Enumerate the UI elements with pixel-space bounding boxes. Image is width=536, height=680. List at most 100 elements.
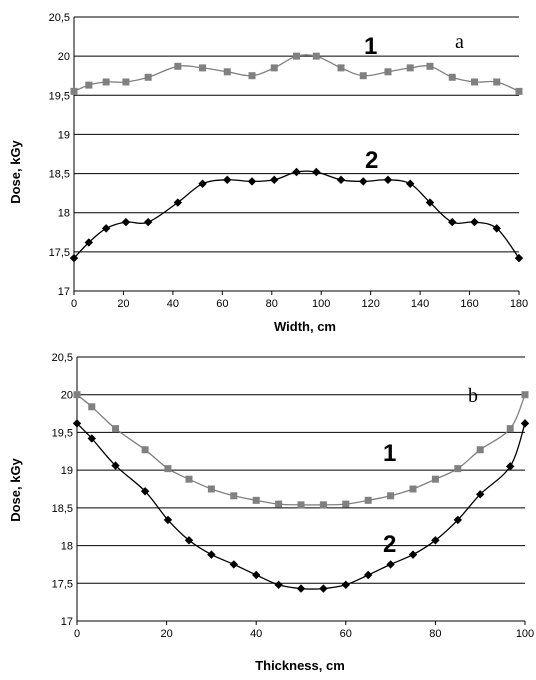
- panel-a-y-tick-label: 17: [58, 286, 70, 298]
- panel-b-series-2-point: [111, 461, 120, 470]
- panel-b-x-tick-label: 60: [340, 628, 352, 640]
- panel-a-series-2-point: [514, 253, 524, 263]
- panel-b-series-1-point: [387, 492, 395, 500]
- panel-a-series-1-point: [426, 62, 434, 70]
- panel-b-series-2-point: [476, 490, 485, 499]
- panel-a-series-1-point: [85, 81, 93, 89]
- panel-b-y-tick-label: 19,5: [52, 427, 73, 439]
- panel-a-series-2-point: [359, 177, 368, 186]
- panel-a-y-tick-label: 18: [58, 208, 70, 220]
- panel-a-series-1-point: [337, 64, 345, 72]
- panel-b-series-1-label: 1: [383, 440, 396, 467]
- panel-b-y-tick-label: 20: [61, 390, 73, 402]
- panel-a-series-2-point: [121, 217, 131, 227]
- panel-a-series-2-point: [223, 175, 232, 185]
- panel-b-chart: 17 17,5 18 18,5 19 19,5 20 20,5 0 20 40 60 80 100 Th…: [8, 352, 534, 673]
- panel-a-series-2-point: [448, 217, 457, 227]
- panel-a-series-2-point: [406, 179, 415, 188]
- panel-a-x-ticks: 0 20 40 60 80 100 120 140 160 180: [71, 298, 528, 310]
- panel-b-series-2-point: [431, 536, 440, 545]
- panel-b-y-tick-label: 20,5: [52, 352, 73, 364]
- panel-a-y-axis-title: Dose, kGy: [8, 139, 23, 203]
- panel-b-series-1-point: [319, 501, 327, 509]
- panel-a-y-tick-label: 20: [58, 51, 70, 63]
- panel-b-x-tick-label: 20: [160, 628, 172, 640]
- panel-a-series-2-point: [312, 167, 321, 177]
- panel-a-series-1-point: [293, 52, 300, 60]
- panel-b-series-2-point: [207, 550, 216, 559]
- panel-b-x-tick-label: 100: [516, 628, 534, 640]
- panel-b-series-1-point: [506, 425, 514, 433]
- panel-b-series-1-point: [141, 446, 149, 454]
- panel-a-series-1-point: [122, 78, 130, 86]
- panel-b-axes: [76, 357, 526, 625]
- panel-a-series-1-point: [448, 73, 456, 81]
- panel-b-series-1-point: [275, 500, 283, 508]
- panel-b-series-2-point: [140, 487, 150, 496]
- panel-a-x-tick-label: 180: [510, 298, 528, 310]
- panel-b-series: [72, 391, 530, 593]
- panel-a-series-1-point: [174, 62, 182, 70]
- panel-a-y-tick-label: 19,5: [49, 90, 70, 102]
- panel-a-series-1-point: [70, 87, 78, 95]
- panel-a-series-1-point: [359, 72, 367, 80]
- panel-b-y-tick-label: 18,5: [52, 503, 73, 515]
- panel-b-series-2-point: [184, 536, 194, 545]
- panel-a-grid: [74, 16, 519, 292]
- panel-b-series-2-point: [506, 462, 515, 471]
- panel-a-y-tick-label: 17,5: [49, 247, 70, 259]
- panel-b-series-2-point: [453, 515, 462, 525]
- panel-a-series-2-point: [270, 175, 279, 185]
- panel-a-series-1-point: [144, 73, 152, 81]
- panel-b-label: b: [468, 385, 478, 407]
- panel-b-series-1-point: [252, 496, 260, 504]
- panel-b-series-2-point: [364, 570, 373, 580]
- panel-b-series-1-point: [409, 485, 417, 493]
- panel-a-series-2-point: [247, 177, 257, 186]
- panel-b-series-2-point: [252, 570, 261, 580]
- panel-b-y-tick-label: 17,5: [52, 578, 73, 590]
- panel-b-series-2-point: [341, 580, 350, 589]
- panel-b-y-tick-label: 19: [61, 465, 73, 477]
- panel-a-series-2-point: [292, 167, 301, 177]
- panel-b-series-1-point: [230, 492, 238, 500]
- panel-a-series-2-point: [470, 217, 479, 227]
- panel-b-series-1-point: [454, 465, 462, 473]
- panel-a-series-2-point: [383, 175, 393, 185]
- panel-a-x-tick-label: 120: [361, 298, 379, 310]
- panel-b-series-1-point: [207, 485, 215, 493]
- panel-b-x-ticks: 0 20 40 60 80 100: [74, 628, 534, 640]
- panel-a-series-1-point: [384, 68, 392, 76]
- panel-a-series-2-point: [198, 179, 207, 188]
- panel-a-series-2-point: [425, 198, 435, 207]
- panel-a-series-1-point: [312, 52, 320, 60]
- panel-b-y-tick-label: 17: [61, 616, 73, 628]
- panel-b-series-2-point: [520, 419, 530, 428]
- panel-a-series-2-line: [73, 170, 520, 259]
- panel-b-series-2-point: [163, 515, 173, 525]
- panel-b-series-1-point: [476, 446, 484, 454]
- panel-b-series-1-point: [73, 391, 81, 399]
- panel-a-series: [69, 52, 524, 263]
- panel-a-series-1-point: [248, 72, 256, 80]
- panel-b-series-1-point: [342, 500, 350, 508]
- panel-b-y-tick-label: 18: [61, 541, 73, 553]
- panel-a-series-2-point: [101, 224, 111, 233]
- panel-b-series-2-point: [229, 560, 238, 569]
- panel-a-series-1-point: [199, 64, 207, 72]
- panel-a-y-tick-label: 19: [58, 129, 70, 141]
- panel-b-series-1-point: [164, 465, 172, 473]
- panel-a-series-1-point: [270, 64, 278, 72]
- panel-b-series-1-point: [364, 496, 372, 504]
- panel-b-x-tick-label: 40: [250, 628, 262, 640]
- panel-a-axes: [73, 17, 520, 295]
- panel-a-series-2-point: [173, 198, 183, 207]
- panel-a-series-1-label: 1: [364, 33, 377, 60]
- panel-b-y-ticks: 17 17,5 18 18,5 19 19,5 20 20,5: [52, 352, 73, 628]
- panel-a-label: a: [455, 31, 464, 53]
- panel-b-series-2-point: [72, 419, 82, 428]
- panel-a-series-1-point: [471, 78, 478, 86]
- panel-a-series-1-point: [406, 64, 414, 72]
